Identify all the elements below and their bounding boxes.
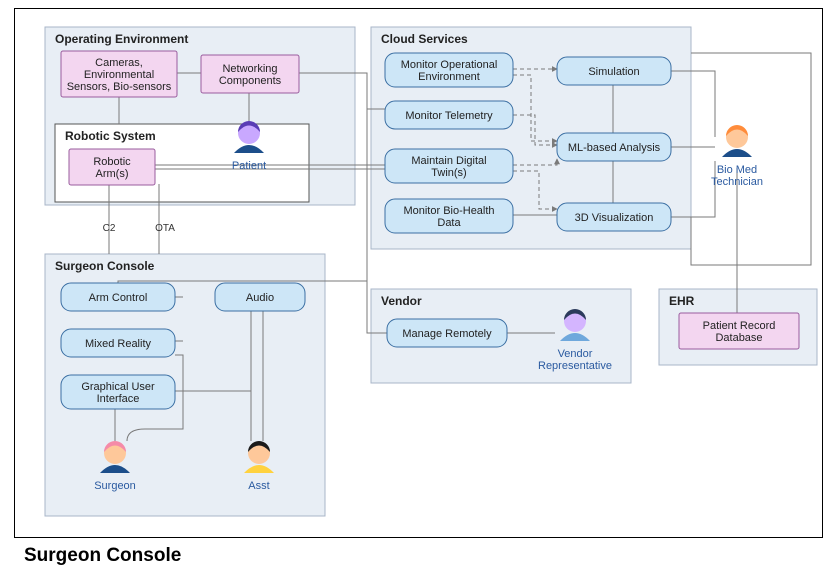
svg-text:Manage Remotely: Manage Remotely xyxy=(402,328,492,340)
svg-text:ML-based Analysis: ML-based Analysis xyxy=(568,142,661,154)
diagram-frame: Operating Environment Robotic System Cloud… xyxy=(14,8,823,538)
persona-biomed: Bio MedTechnician xyxy=(711,125,763,188)
svg-text:Mixed Reality: Mixed Reality xyxy=(85,338,152,350)
svg-text:Audio: Audio xyxy=(246,292,274,304)
svg-text:C2: C2 xyxy=(103,223,116,234)
svg-text:Graphical User: Graphical User xyxy=(81,381,155,393)
svg-text:Maintain Digital: Maintain Digital xyxy=(411,155,486,167)
svg-text:Surgeon Console: Surgeon Console xyxy=(55,259,155,273)
svg-text:3D Visualization: 3D Visualization xyxy=(575,212,654,224)
svg-text:Interface: Interface xyxy=(97,393,140,405)
svg-text:Monitor Telemetry: Monitor Telemetry xyxy=(405,110,493,122)
diagram-svg: Operating Environment Robotic System Cloud… xyxy=(15,9,824,539)
svg-text:Cloud Services: Cloud Services xyxy=(381,32,468,46)
svg-text:Networking: Networking xyxy=(222,63,277,75)
svg-text:Environmental: Environmental xyxy=(84,69,154,81)
svg-text:Asst: Asst xyxy=(248,480,269,492)
svg-text:Database: Database xyxy=(715,332,762,344)
svg-text:OTA: OTA xyxy=(155,223,175,234)
svg-text:Technician: Technician xyxy=(711,176,763,188)
svg-text:EHR: EHR xyxy=(669,294,695,308)
svg-text:Arm(s): Arm(s) xyxy=(96,168,129,180)
svg-text:Data: Data xyxy=(437,217,461,229)
svg-text:Vendor: Vendor xyxy=(381,294,422,308)
svg-text:Representative: Representative xyxy=(538,360,612,372)
svg-text:Operating Environment: Operating Environment xyxy=(55,32,188,46)
svg-text:Cameras,: Cameras, xyxy=(95,57,143,69)
svg-text:Robotic System: Robotic System xyxy=(65,129,156,143)
svg-text:Simulation: Simulation xyxy=(588,66,639,78)
svg-text:Robotic: Robotic xyxy=(93,156,131,168)
svg-text:Bio Med: Bio Med xyxy=(717,164,757,176)
svg-text:Twin(s): Twin(s) xyxy=(431,167,466,179)
svg-text:Environment: Environment xyxy=(418,71,480,83)
edge xyxy=(691,53,811,265)
svg-text:Surgeon: Surgeon xyxy=(94,480,136,492)
svg-text:Patient: Patient xyxy=(232,160,266,172)
svg-text:Sensors, Bio-sensors: Sensors, Bio-sensors xyxy=(67,81,172,93)
svg-text:Components: Components xyxy=(219,75,282,87)
svg-text:Monitor Bio-Health: Monitor Bio-Health xyxy=(403,205,494,217)
svg-text:Vendor: Vendor xyxy=(558,348,593,360)
svg-text:Monitor Operational: Monitor Operational xyxy=(401,59,498,71)
svg-text:Arm Control: Arm Control xyxy=(89,292,148,304)
svg-text:Patient Record: Patient Record xyxy=(703,320,776,332)
page-title: Surgeon Console xyxy=(24,545,181,567)
